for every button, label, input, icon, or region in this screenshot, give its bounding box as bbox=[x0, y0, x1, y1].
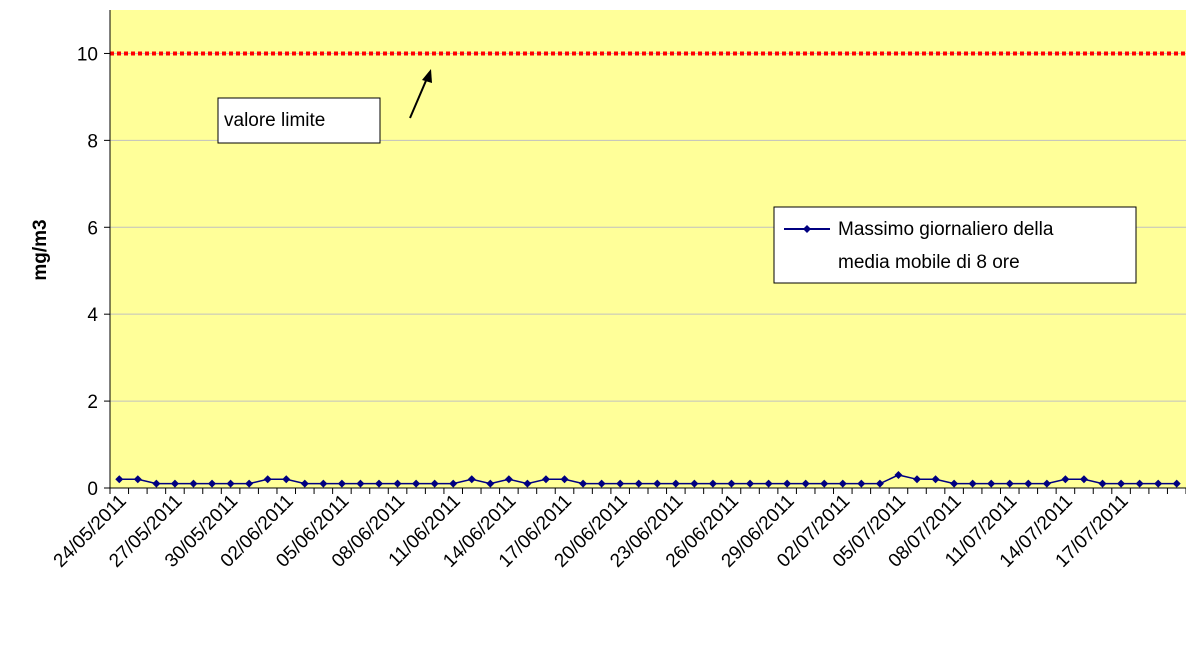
legend-box bbox=[773, 206, 1137, 284]
data-point bbox=[541, 475, 550, 484]
data-point bbox=[913, 475, 921, 484]
series-line bbox=[119, 474, 1177, 485]
data-point bbox=[208, 479, 217, 488]
limit-annotation-box bbox=[217, 97, 381, 144]
data-point bbox=[1135, 479, 1144, 488]
legend-series-label-line1: Massimo giornaliero della bbox=[838, 219, 1054, 240]
limit-annotation-arrowhead bbox=[422, 69, 432, 83]
y-tick-label: 4 bbox=[87, 305, 98, 326]
data-point bbox=[597, 479, 606, 488]
data-point bbox=[931, 475, 940, 484]
data-point bbox=[449, 479, 458, 488]
data-point bbox=[783, 479, 792, 488]
data-point bbox=[1042, 479, 1051, 488]
data-point bbox=[300, 479, 309, 488]
data-point bbox=[634, 479, 643, 488]
data-point bbox=[152, 479, 161, 488]
data-point bbox=[1061, 475, 1070, 484]
data-point bbox=[708, 479, 717, 488]
data-point bbox=[616, 479, 625, 488]
y-tick-label: 8 bbox=[87, 131, 98, 152]
data-point bbox=[133, 475, 142, 484]
data-point bbox=[857, 479, 866, 488]
data-point bbox=[968, 479, 977, 488]
data-point bbox=[226, 479, 235, 488]
data-point bbox=[987, 479, 996, 488]
y-tick-label: 0 bbox=[87, 479, 98, 500]
y-tick-label: 2 bbox=[87, 392, 98, 413]
data-point bbox=[115, 475, 124, 484]
data-point bbox=[393, 479, 402, 488]
limit-annotation-arrow bbox=[409, 75, 429, 119]
data-point bbox=[764, 479, 773, 488]
data-point bbox=[653, 479, 662, 488]
data-point bbox=[801, 479, 810, 488]
data-point bbox=[245, 479, 254, 488]
data-point bbox=[1098, 479, 1107, 488]
data-point bbox=[746, 479, 755, 488]
data-point bbox=[894, 470, 903, 479]
data-point bbox=[356, 479, 365, 488]
data-point bbox=[412, 479, 421, 488]
data-point bbox=[467, 475, 476, 484]
data-point bbox=[319, 479, 328, 488]
y-axis-title: mg/m3 bbox=[30, 219, 51, 280]
data-point bbox=[1117, 479, 1126, 488]
data-point bbox=[560, 475, 569, 484]
data-point bbox=[523, 479, 532, 488]
data-point bbox=[430, 479, 439, 488]
data-point bbox=[337, 479, 346, 488]
data-point bbox=[1024, 479, 1033, 488]
y-tick-label: 10 bbox=[77, 44, 98, 65]
data-point bbox=[1005, 479, 1014, 488]
data-point bbox=[1172, 479, 1181, 488]
data-point bbox=[375, 479, 383, 488]
legend-series-marker bbox=[803, 225, 811, 233]
data-point bbox=[671, 479, 680, 488]
data-point bbox=[1079, 475, 1088, 484]
data-point bbox=[727, 479, 736, 488]
data-point bbox=[950, 479, 959, 488]
data-point bbox=[690, 479, 699, 488]
data-point bbox=[170, 479, 179, 488]
data-point bbox=[282, 475, 291, 484]
data-point bbox=[579, 479, 588, 488]
data-point bbox=[189, 479, 198, 488]
data-point bbox=[1154, 479, 1163, 488]
data-point bbox=[263, 475, 272, 484]
data-point bbox=[820, 479, 829, 488]
data-point bbox=[486, 479, 495, 488]
data-point bbox=[875, 479, 884, 488]
data-point bbox=[838, 479, 847, 488]
data-point bbox=[504, 475, 513, 484]
limit-annotation-label: valore limite bbox=[224, 110, 325, 131]
legend-series-label-line2: media mobile di 8 ore bbox=[838, 252, 1020, 273]
y-tick-label: 6 bbox=[87, 218, 98, 239]
